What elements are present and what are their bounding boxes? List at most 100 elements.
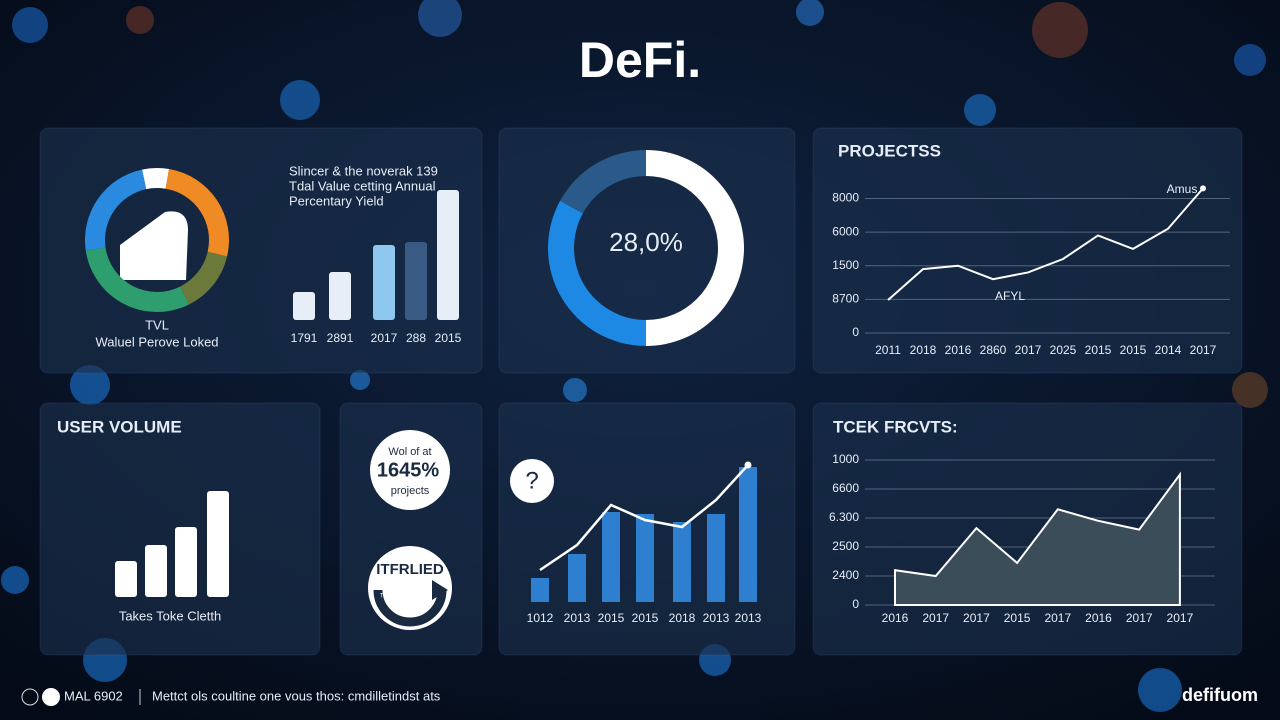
donut-segment <box>84 169 147 251</box>
x-tick-label: 2013 <box>735 611 762 625</box>
y-tick-label: 8700 <box>832 292 859 306</box>
bar <box>636 514 654 602</box>
badge-bottom: projects <box>391 485 430 497</box>
page-title: DeFi. <box>579 32 701 88</box>
x-tick-label: 2013 <box>564 611 591 625</box>
line <box>887 187 1204 301</box>
x-tick-label: 2016 <box>882 611 909 625</box>
x-tick-label: 2025 <box>1050 343 1077 357</box>
question-circle <box>510 459 554 503</box>
bar <box>602 512 620 602</box>
donut-segment <box>142 168 170 190</box>
line-end-dot <box>744 461 752 469</box>
y-tick-label: 2400 <box>832 568 859 582</box>
chart-title: USER VOLUME <box>57 417 182 436</box>
x-tick-label: 2017 <box>1190 343 1217 357</box>
x-tick-label: 288 <box>406 331 426 345</box>
x-tick-label: 2017 <box>1126 611 1153 625</box>
bokeh <box>1 0 1268 712</box>
x-tick-label: 2014 <box>1155 343 1182 357</box>
y-tick-label: 0 <box>852 597 859 611</box>
area <box>894 471 1181 606</box>
x-tick-label: 2017 <box>1167 611 1194 625</box>
annotation: AFYL <box>995 289 1025 303</box>
donut-segment <box>646 150 744 346</box>
footer-code: MAL 6902 <box>64 688 123 703</box>
bar <box>739 467 757 602</box>
footer-text: Mettct ols coultine one vous thos: cmdil… <box>152 688 441 703</box>
bar <box>437 190 459 320</box>
footer-icon <box>42 688 60 706</box>
icon-inner-text: TERR <box>380 594 397 600</box>
x-tick-label: 2017 <box>922 611 949 625</box>
line-end-dot <box>1200 185 1206 192</box>
y-tick-label: 2500 <box>832 539 859 553</box>
x-tick-label: 2017 <box>1044 611 1071 625</box>
chart-title: TCEK FRCVTS: <box>833 417 958 436</box>
x-tick-label: 2017 <box>371 331 398 345</box>
x-tick-label: 2015 <box>1004 611 1031 625</box>
x-tick-label: 2018 <box>910 343 937 357</box>
icon-arrow <box>432 580 448 600</box>
donut-sublabel: Waluel Perove Loked <box>95 334 218 349</box>
x-tick-label: 2018 <box>669 611 696 625</box>
y-tick-label: 0 <box>852 325 859 339</box>
donut-segment <box>548 200 646 346</box>
x-tick-label: 2016 <box>945 343 972 357</box>
y-tick-label: 6600 <box>832 481 859 495</box>
x-tick-label: 2013 <box>703 611 730 625</box>
donut-segment <box>85 247 190 312</box>
x-tick-label: 2015 <box>1120 343 1147 357</box>
x-tick-label: 1012 <box>527 611 554 625</box>
line <box>539 464 749 572</box>
bar <box>568 554 586 602</box>
y-tick-label: 1000 <box>832 452 859 466</box>
donut-segment <box>165 169 230 257</box>
donut-segment <box>560 150 646 214</box>
x-tick-label: 2860 <box>980 343 1007 357</box>
donut-segment <box>180 251 228 305</box>
y-tick-label: 1500 <box>832 258 859 272</box>
badge-value: 1645% <box>377 459 439 481</box>
chart-title: Tdal Value cetting Annual <box>289 178 436 193</box>
donut-label: TVL <box>145 317 169 332</box>
x-tick-label: 2891 <box>327 331 354 345</box>
x-tick-label: 2015 <box>435 331 462 345</box>
donut-center-label: 28,0% <box>609 227 683 257</box>
x-tick-label: 2017 <box>963 611 990 625</box>
x-tick-label: 2011 <box>875 343 901 357</box>
x-tick-label: 2017 <box>1015 343 1042 357</box>
y-tick-label: 6.300 <box>829 510 859 524</box>
chart-title: PROJECTSS <box>838 141 941 160</box>
badge-circle <box>370 430 450 510</box>
footer-icon <box>21 688 39 706</box>
chart-title: Percentary Yield <box>289 193 384 208</box>
question-icon: ? <box>525 467 538 494</box>
x-tick-label: 2015 <box>632 611 659 625</box>
bar <box>115 561 137 597</box>
bar <box>531 578 549 602</box>
footer-brand: defifuom <box>1182 685 1258 705</box>
x-tick-label: 1791 <box>291 331 318 345</box>
bar <box>175 527 197 597</box>
x-tick-label: 2015 <box>598 611 625 625</box>
x-tick-label: 2015 <box>1085 343 1112 357</box>
panel <box>812 127 1243 374</box>
bar <box>329 272 351 320</box>
bar <box>373 245 395 320</box>
badge-top: Wol of at <box>388 446 431 458</box>
annotation: Amus <box>1167 182 1198 196</box>
bar <box>293 292 315 320</box>
chart-title: Slincer & the noverak 139 <box>289 163 438 178</box>
y-tick-label: 6000 <box>832 224 859 238</box>
x-tick-label: 2016 <box>1085 611 1112 625</box>
bar <box>405 242 427 320</box>
icon-arc-text: ITFRLIED <box>376 561 444 578</box>
bar <box>707 514 725 602</box>
icon-arc <box>373 589 447 627</box>
y-tick-label: 8000 <box>832 191 859 205</box>
bar <box>673 522 691 602</box>
panel <box>39 127 483 374</box>
donut-center-shape <box>120 211 188 280</box>
